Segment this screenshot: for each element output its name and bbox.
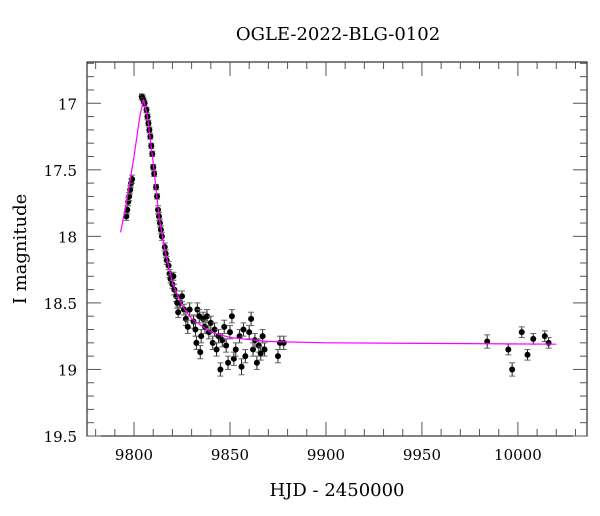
y-tick-label: 17 bbox=[58, 95, 77, 113]
x-tick-label: 10000 bbox=[494, 446, 542, 464]
data-point bbox=[193, 339, 200, 346]
x-tick-label: 9950 bbox=[403, 446, 441, 464]
x-axis-label: HJD - 2450000 bbox=[269, 480, 404, 501]
data-point bbox=[242, 353, 249, 360]
x-tick-label: 9900 bbox=[307, 446, 345, 464]
axis-ticks: 9800 9850 9900 9950 10000 17 17.5 18 18.5 19 19.5 bbox=[44, 62, 587, 464]
data-point bbox=[223, 342, 230, 349]
data-point bbox=[184, 323, 191, 330]
data-point bbox=[205, 329, 212, 336]
data-point bbox=[213, 346, 220, 353]
y-tick-label: 19 bbox=[58, 361, 77, 379]
chart-title: OGLE-2022-BLG-0102 bbox=[236, 24, 440, 45]
data-point bbox=[250, 346, 257, 353]
data-point bbox=[530, 335, 537, 342]
y-tick-label: 18 bbox=[58, 228, 77, 246]
data-point bbox=[236, 333, 243, 340]
y-tick-label: 17.5 bbox=[44, 162, 77, 180]
data-point bbox=[211, 326, 218, 333]
data-point bbox=[228, 313, 235, 320]
data-point bbox=[203, 313, 210, 320]
data-point bbox=[524, 351, 531, 358]
y-axis-label: I magnitude bbox=[10, 194, 31, 305]
data-point bbox=[232, 346, 239, 353]
data-point bbox=[253, 359, 260, 366]
data-point bbox=[518, 329, 525, 336]
data-point bbox=[175, 309, 182, 316]
plot-frame bbox=[86, 61, 588, 437]
data-point bbox=[226, 329, 233, 336]
y-tick-label: 19.5 bbox=[44, 428, 77, 446]
data-point bbox=[240, 326, 247, 333]
x-tick-label: 9800 bbox=[115, 446, 153, 464]
data-point bbox=[219, 337, 226, 344]
data-point bbox=[280, 339, 287, 346]
data-point bbox=[259, 333, 266, 340]
data-point bbox=[246, 329, 253, 336]
data-point bbox=[209, 339, 216, 346]
data-point bbox=[541, 333, 548, 340]
model-curve-group bbox=[120, 99, 557, 345]
data-point bbox=[192, 326, 199, 333]
data-point bbox=[545, 339, 552, 346]
data-point bbox=[179, 293, 186, 300]
data-point bbox=[198, 333, 205, 340]
data-point bbox=[186, 306, 193, 313]
data-point bbox=[274, 353, 281, 360]
data-point bbox=[123, 213, 130, 220]
data-point bbox=[505, 346, 512, 353]
data-point bbox=[238, 363, 245, 370]
data-point bbox=[248, 315, 255, 322]
data-point bbox=[225, 359, 232, 366]
data-point bbox=[484, 338, 491, 345]
data-points bbox=[123, 93, 552, 377]
data-point bbox=[261, 346, 268, 353]
data-point bbox=[207, 319, 214, 326]
data-point bbox=[197, 349, 204, 356]
data-point bbox=[170, 273, 177, 280]
data-point bbox=[230, 355, 237, 362]
model-curve bbox=[120, 99, 557, 345]
x-tick-label: 9850 bbox=[211, 446, 249, 464]
data-point bbox=[257, 350, 264, 357]
data-point bbox=[509, 366, 516, 373]
data-point bbox=[217, 366, 224, 373]
y-tick-label: 18.5 bbox=[44, 295, 77, 313]
data-point bbox=[221, 323, 228, 330]
